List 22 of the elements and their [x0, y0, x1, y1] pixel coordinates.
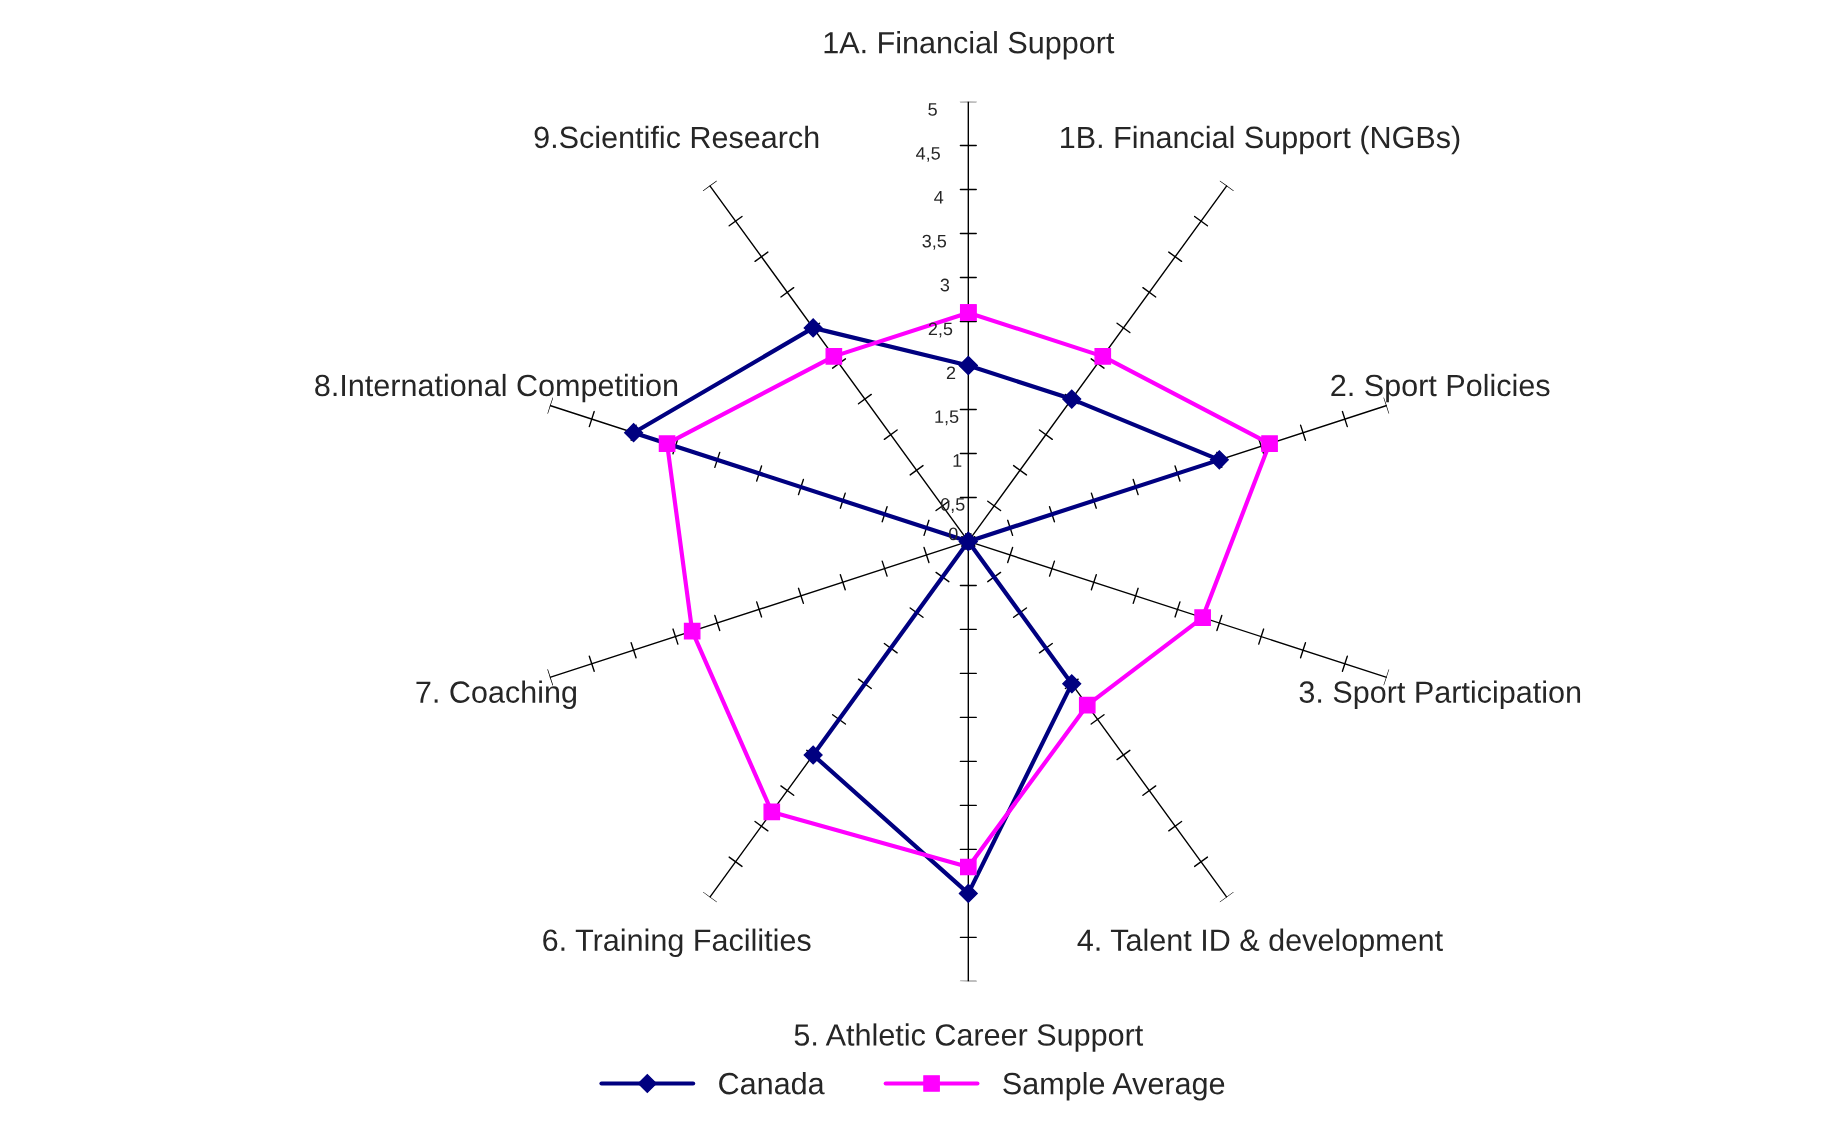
- spoke-label: 9.Scientific Research: [534, 125, 819, 149]
- spoke-label: 1B. Financial Support (NGBs): [1061, 125, 1460, 155]
- spoke-label: 7. Coaching: [416, 680, 576, 710]
- y-tick-label: 1: [953, 454, 962, 467]
- spoke-label: 2. Sport Policies: [1331, 373, 1550, 403]
- y-tick-label: 0: [948, 527, 958, 541]
- spoke-label: 1A. Financial Support: [824, 31, 1115, 60]
- legend-label: Sample Average: [1003, 1072, 1225, 1101]
- y-tick-label: 2,5: [928, 322, 953, 338]
- spoke-label: 8.International Competition: [315, 373, 678, 403]
- y-tick-label: 2: [946, 366, 956, 379]
- y-tick-label: 3: [940, 278, 950, 292]
- y-tick-label: 5: [928, 103, 937, 116]
- y-tick-label: 3,5: [922, 234, 947, 250]
- legend-label: Canada: [719, 1072, 825, 1095]
- spoke-label: 6. Training Facilities: [543, 928, 811, 958]
- y-tick-label: 1,5: [935, 410, 959, 426]
- y-tick-label: 4,5: [916, 147, 940, 162]
- spoke-label: 4. Talent ID & development: [1077, 928, 1443, 958]
- spoke-label: 5. Athletic Career Support: [794, 1023, 1144, 1052]
- spoke-label: 3. Sport Participation: [1299, 680, 1581, 710]
- y-tick-label: 4: [934, 191, 944, 204]
